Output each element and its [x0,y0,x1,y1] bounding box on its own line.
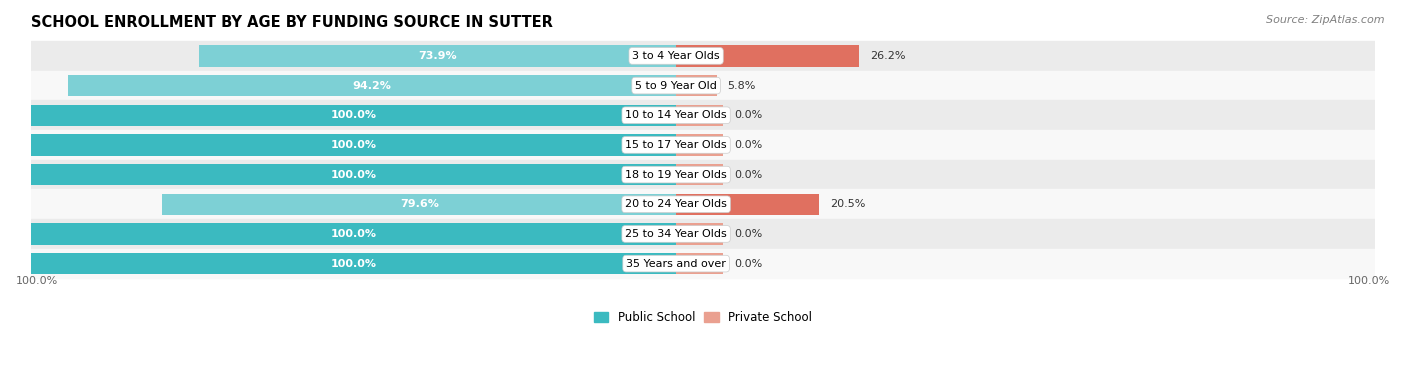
Text: Source: ZipAtlas.com: Source: ZipAtlas.com [1267,15,1385,25]
Text: 100.0%: 100.0% [330,170,377,179]
Bar [676,164,723,185]
Bar [31,130,1375,160]
Bar [67,75,676,96]
Bar [31,219,1375,249]
Bar [676,134,723,156]
Bar [31,134,676,156]
Text: 0.0%: 0.0% [734,140,762,150]
Bar [31,71,1375,100]
Text: 20.5%: 20.5% [830,199,866,209]
Bar [676,223,723,245]
Text: 0.0%: 0.0% [734,229,762,239]
Text: 79.6%: 79.6% [399,199,439,209]
Bar [676,194,820,215]
Text: 100.0%: 100.0% [330,259,377,269]
Bar [31,100,1375,130]
Bar [31,223,676,245]
Text: 25 to 34 Year Olds: 25 to 34 Year Olds [626,229,727,239]
Bar [31,253,676,274]
Text: 35 Years and over: 35 Years and over [626,259,725,269]
Bar [31,41,1375,71]
Text: 26.2%: 26.2% [870,51,905,61]
Text: 20 to 24 Year Olds: 20 to 24 Year Olds [626,199,727,209]
Text: 3 to 4 Year Olds: 3 to 4 Year Olds [633,51,720,61]
Text: 18 to 19 Year Olds: 18 to 19 Year Olds [626,170,727,179]
Text: 0.0%: 0.0% [734,170,762,179]
Text: SCHOOL ENROLLMENT BY AGE BY FUNDING SOURCE IN SUTTER: SCHOOL ENROLLMENT BY AGE BY FUNDING SOUR… [31,15,553,30]
Bar [31,160,1375,189]
Bar [162,194,676,215]
Bar [676,253,723,274]
Text: 5.8%: 5.8% [727,81,756,90]
Bar [676,45,859,67]
Text: 100.0%: 100.0% [330,110,377,120]
Bar [31,189,1375,219]
Legend: Public School, Private School: Public School, Private School [589,307,817,329]
Text: 5 to 9 Year Old: 5 to 9 Year Old [636,81,717,90]
Text: 100.0%: 100.0% [330,229,377,239]
Text: 15 to 17 Year Olds: 15 to 17 Year Olds [626,140,727,150]
Bar [31,249,1375,279]
Text: 100.0%: 100.0% [17,276,59,286]
Text: 0.0%: 0.0% [734,110,762,120]
Text: 94.2%: 94.2% [353,81,391,90]
Bar [31,164,676,185]
Bar [200,45,676,67]
Bar [676,75,717,96]
Text: 73.9%: 73.9% [419,51,457,61]
Text: 10 to 14 Year Olds: 10 to 14 Year Olds [626,110,727,120]
Bar [31,104,676,126]
Bar [676,104,723,126]
Text: 100.0%: 100.0% [1347,276,1389,286]
Text: 100.0%: 100.0% [330,140,377,150]
Text: 0.0%: 0.0% [734,259,762,269]
